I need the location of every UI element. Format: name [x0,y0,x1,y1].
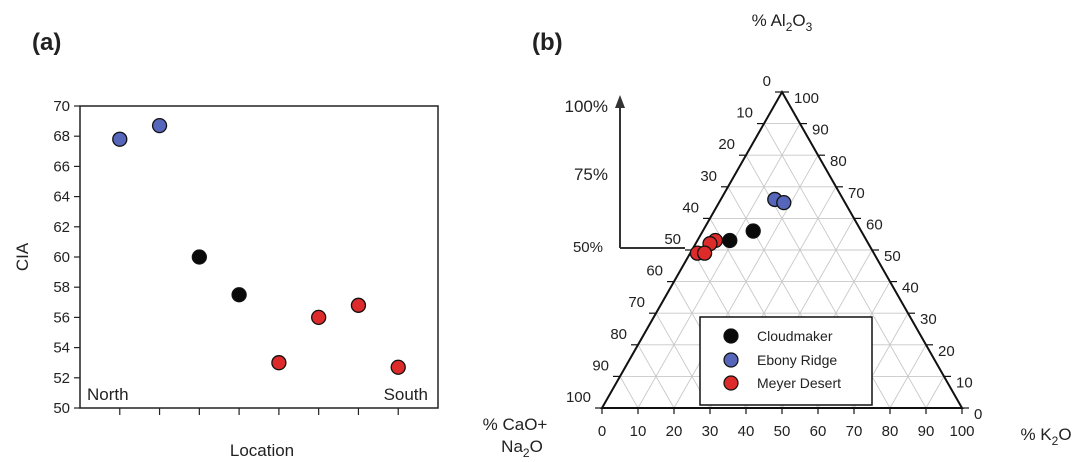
ternary-point-ebony-ridge [776,194,792,211]
panel-a-y-axis: 50 52 54 56 58 60 62 64 66 68 70 [53,98,80,417]
point-cloudmaker [191,249,207,265]
right-edge-tick-label: 50 [884,248,901,265]
bottom-edge-tick-label: 60 [810,423,827,440]
left-edge-tick-label: 50 [664,231,681,248]
left-edge-tick-label: 90 [592,357,609,374]
ternary-point-meyer-desert [696,245,713,261]
panel-a-data-points [112,117,406,375]
point-meyer-desert [311,309,327,326]
annotation-south: South [384,385,428,404]
right-edge-tick-label: 80 [830,153,847,170]
legend-marker-ebony-ridge [723,352,739,368]
right-edge-tick-label: 40 [902,280,919,297]
legend-label-cloudmaker: Cloudmaker [757,328,833,344]
bottom-edge-tick-label: 10 [630,423,647,440]
left-edge-tick-label: 10 [736,105,753,122]
point-ebony-ridge [151,117,168,134]
legend-marker-meyer-desert [723,375,739,391]
left-edge-tick-label: 80 [610,326,627,343]
left-edge-tick-label: 60 [646,263,663,280]
left-edge-tick-label: 0 [763,73,771,90]
annotation-north: North [87,385,129,404]
ternary-ticks: 0100010901020802030703040604050505060406… [566,73,982,440]
left-edge-tick-label: 100 [566,389,591,406]
bottom-edge-tick-label: 40 [738,423,755,440]
bottom-edge-tick-label: 80 [882,423,899,440]
bottom-edge-tick-label: 70 [846,423,863,440]
legend: Cloudmaker Ebony Ridge Meyer Desert [699,316,873,406]
panel-b-ternary-diagram: (b) 010001090102080203070304060405050506… [483,11,1072,460]
right-edge-tick-label: 100 [794,90,819,107]
panel-a-label: (a) [32,29,61,56]
point-meyer-desert [350,297,367,313]
bottom-edge-tick-label: 20 [666,423,683,440]
left-edge-tick-label: 70 [628,294,645,311]
legend-label-meyer-desert: Meyer Desert [757,375,841,391]
point-cloudmaker [231,287,247,303]
cia-scale-label-75: 75% [574,165,608,184]
point-meyer-desert [271,355,287,371]
left-edge-tick-label: 20 [718,136,735,153]
y-tick-label: 54 [53,340,70,357]
grid-line-cao-na2o [763,123,927,409]
grid-line-k2o [637,123,801,409]
panel-a-plot-frame [79,105,439,409]
ternary-point-cloudmaker [722,232,738,249]
grid-line-cao-na2o [619,376,639,409]
panel-a-x-axis-title: Location [230,441,294,460]
right-edge-tick-label: 70 [848,185,865,202]
bottom-edge-tick-label: 30 [702,423,719,440]
cia-scale-label-50: 50% [573,239,603,256]
bottom-edge-tick-label: 0 [598,423,606,440]
cia-scale-arrow-head [615,95,625,108]
left-corner-label-cao-na2o-line1: % CaO+ [483,415,548,434]
point-meyer-desert [390,359,406,375]
y-tick-label: 60 [53,249,70,266]
y-tick-label: 66 [53,158,70,175]
right-corner-label-k2o: % K2O [1020,425,1071,448]
right-edge-tick-label: 30 [920,311,937,328]
right-edge-tick-label: 60 [866,216,883,233]
left-corner-label-cao-na2o-line2: Na2O [501,437,543,460]
right-edge-tick-label: 90 [812,122,829,139]
y-tick-label: 70 [53,98,70,115]
legend-marker-cloudmaker [723,328,739,344]
y-tick-label: 52 [53,370,70,387]
panel-a-y-axis-title: CIA [13,242,32,271]
ternary-point-cloudmaker [745,223,761,239]
bottom-edge-tick-label: 50 [774,423,791,440]
y-tick-label: 58 [53,279,70,296]
apex-label-al2o3: % Al2O3 [752,11,813,34]
panel-b-label: (b) [532,29,563,56]
right-edge-tick-label: 10 [956,374,973,391]
point-ebony-ridge [112,131,128,147]
cia-scale: 100% 75% 50% [565,95,685,256]
bottom-edge-tick-label: 90 [918,423,935,440]
y-tick-label: 68 [53,128,70,145]
left-edge-tick-label: 30 [700,168,717,185]
y-tick-label: 50 [53,400,70,417]
right-edge-tick-label: 20 [938,343,955,360]
cia-scale-label-100: 100% [565,97,608,116]
ternary-data-points [689,191,792,261]
panel-a-x-axis [119,408,399,415]
right-edge-tick-label: 0 [974,406,982,423]
y-tick-label: 64 [53,189,70,206]
grid-line-k2o [925,376,945,409]
legend-label-ebony-ridge: Ebony Ridge [757,352,837,368]
bottom-edge-tick-label: 100 [949,423,974,440]
y-tick-label: 56 [53,309,70,326]
left-edge-tick-label: 40 [682,199,699,216]
y-tick-label: 62 [53,219,70,236]
